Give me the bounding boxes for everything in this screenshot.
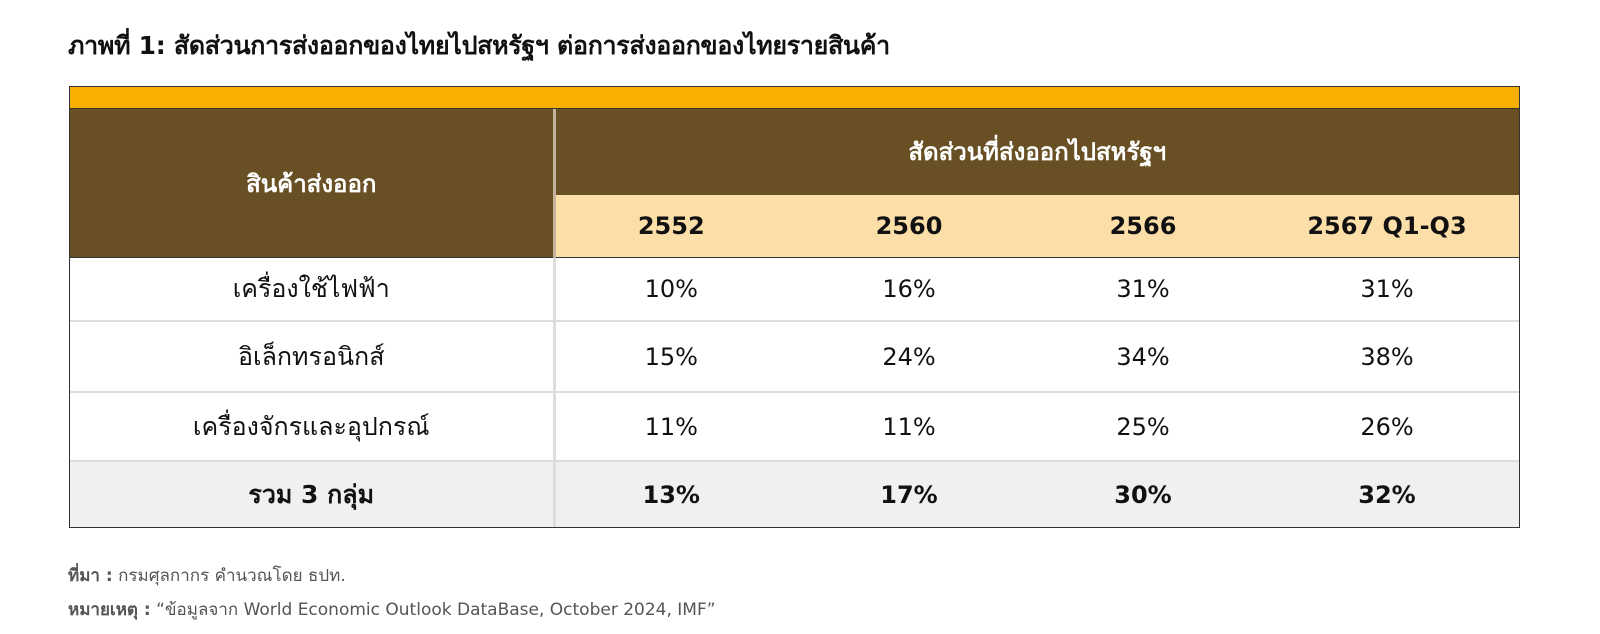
value-cell: 34% — [1031, 320, 1255, 392]
value-cell: 16% — [787, 257, 1031, 321]
figure-title: ภาพที่ 1: สัดส่วนการส่งออกของไทยไปสหรัฐฯ… — [68, 31, 890, 60]
product-cell: เครื่องใช้ไฟฟ้า — [70, 257, 556, 321]
header-year: 2567 Q1-Q3 — [1255, 194, 1519, 258]
export-share-table: สินค้าส่งออก สัดส่วนที่ส่งออกไปสหรัฐฯ 25… — [69, 86, 1520, 528]
value-cell: 24% — [787, 320, 1031, 392]
value-cell: 11% — [554, 391, 787, 461]
header-year: 2566 — [1031, 194, 1255, 258]
product-cell: อิเล็กทรอนิกส์ — [70, 320, 556, 392]
value-cell: 10% — [554, 257, 787, 321]
remark-text: “ข้อมูลจาก World Economic Outlook DataBa… — [156, 600, 716, 620]
source-note: ที่มา : กรมศุลกากร คำนวณโดย ธปท. — [68, 562, 346, 589]
value-cell: 15% — [554, 320, 787, 392]
source-text: กรมศุลกากร คำนวณโดย ธปท. — [118, 566, 346, 586]
data-table: สินค้าส่งออก สัดส่วนที่ส่งออกไปสหรัฐฯ 25… — [70, 109, 1519, 527]
value-cell: 31% — [1255, 257, 1519, 321]
value-cell: 32% — [1255, 460, 1519, 527]
header-share-group: สัดส่วนที่ส่งออกไปสหรัฐฯ — [554, 109, 1519, 195]
value-cell: 38% — [1255, 320, 1519, 392]
product-cell-total: รวม 3 กลุ่ม — [70, 460, 556, 527]
total-row: รวม 3 กลุ่ม 13% 17% 30% 32% — [70, 460, 1519, 527]
table-row: อิเล็กทรอนิกส์ 15% 24% 34% 38% — [70, 320, 1519, 392]
product-cell: เครื่องจักรและอุปกรณ์ — [70, 391, 556, 461]
value-cell: 25% — [1031, 391, 1255, 461]
remark-label: หมายเหตุ : — [68, 600, 151, 620]
remark-note: หมายเหตุ : “ข้อมูลจาก World Economic Out… — [68, 596, 716, 623]
value-cell: 13% — [554, 460, 787, 527]
table-row: เครื่องใช้ไฟฟ้า 10% 16% 31% 31% — [70, 257, 1519, 321]
value-cell: 26% — [1255, 391, 1519, 461]
header-product: สินค้าส่งออก — [70, 109, 556, 258]
table-row: เครื่องจักรและอุปกรณ์ 11% 11% 25% 26% — [70, 391, 1519, 461]
accent-bar — [70, 87, 1519, 109]
source-label: ที่มา : — [68, 566, 113, 586]
value-cell: 17% — [787, 460, 1031, 527]
header-year: 2560 — [787, 194, 1031, 258]
value-cell: 30% — [1031, 460, 1255, 527]
value-cell: 11% — [787, 391, 1031, 461]
value-cell: 31% — [1031, 257, 1255, 321]
header-year: 2552 — [554, 194, 787, 258]
